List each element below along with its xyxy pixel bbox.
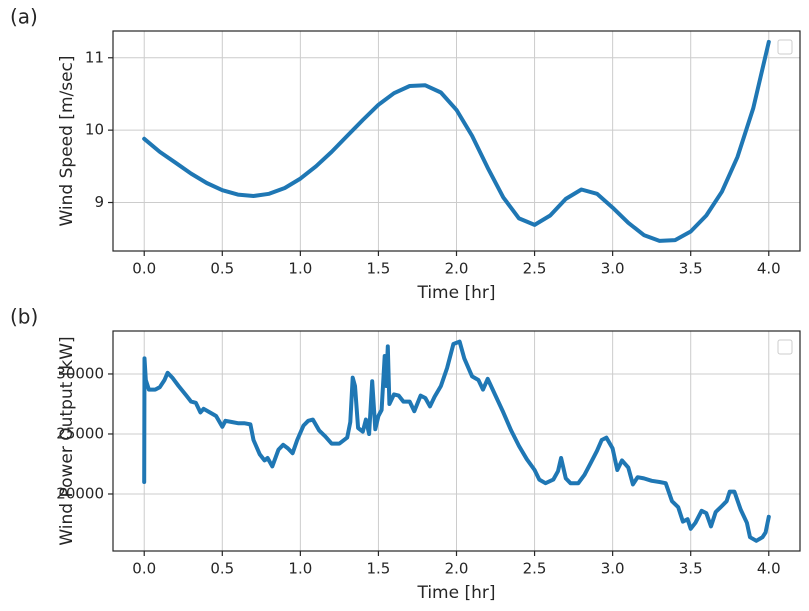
x-tick-label: 2.0 bbox=[445, 560, 469, 578]
x-tick-label: 4.0 bbox=[757, 260, 781, 278]
y-tick-label: 20000 bbox=[56, 484, 104, 502]
y-tick-label: 9 bbox=[94, 193, 104, 211]
y-axis-label: Wind Speed [m/sec] bbox=[57, 55, 77, 226]
data-line bbox=[142, 339, 771, 543]
legend-box bbox=[777, 339, 793, 355]
x-tick-label: 0.0 bbox=[132, 560, 156, 578]
x-tick-label: 1.5 bbox=[367, 260, 391, 278]
legend-box bbox=[777, 39, 793, 55]
x-tick-label: 0.0 bbox=[132, 260, 156, 278]
x-axis-label: Time [hr] bbox=[416, 583, 495, 603]
x-tick-label: 3.0 bbox=[601, 560, 625, 578]
panel-label: (a) bbox=[10, 5, 38, 29]
x-tick-label: 2.0 bbox=[445, 260, 469, 278]
x-tick-label: 0.5 bbox=[210, 260, 234, 278]
y-tick-label: 30000 bbox=[56, 364, 104, 382]
y-tick-label: 11 bbox=[85, 48, 104, 66]
x-tick-label: 2.5 bbox=[523, 260, 547, 278]
x-tick-label: 3.0 bbox=[601, 260, 625, 278]
y-tick-label: 10 bbox=[85, 121, 104, 139]
x-tick-label: 0.5 bbox=[210, 560, 234, 578]
x-tick-label: 1.0 bbox=[288, 560, 312, 578]
axes-frame bbox=[112, 30, 801, 252]
x-tick-label: 4.0 bbox=[757, 560, 781, 578]
x-tick-label: 3.5 bbox=[679, 560, 703, 578]
x-tick-label: 1.5 bbox=[367, 560, 391, 578]
x-tick-label: 3.5 bbox=[679, 260, 703, 278]
panel-label: (b) bbox=[10, 305, 38, 329]
x-tick-label: 2.5 bbox=[523, 560, 547, 578]
x-tick-label: 1.0 bbox=[288, 260, 312, 278]
axes-frame bbox=[112, 330, 801, 552]
y-tick-label: 25000 bbox=[56, 424, 104, 442]
x-axis-label: Time [hr] bbox=[416, 283, 495, 303]
y-axis-label: Wind Power Output [kW] bbox=[57, 336, 77, 545]
data-line bbox=[142, 39, 771, 243]
